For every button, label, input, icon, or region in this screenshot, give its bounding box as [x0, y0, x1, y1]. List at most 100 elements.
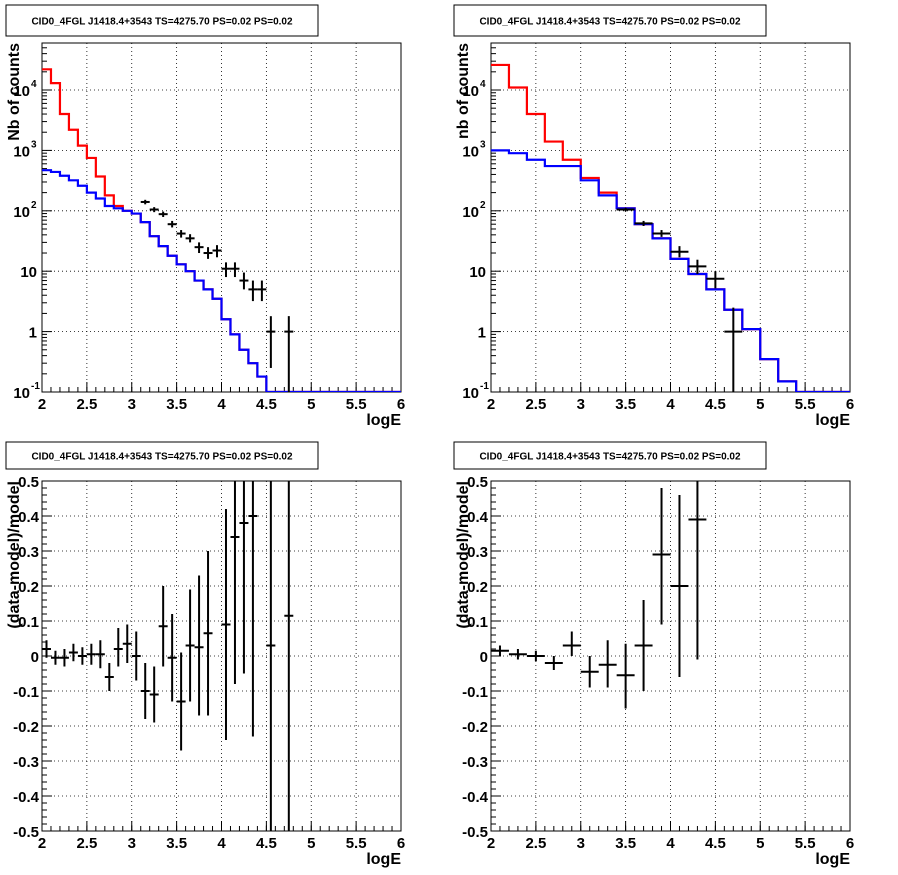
y-tick-label: 1	[29, 325, 37, 342]
data-point	[167, 614, 177, 702]
data-point	[176, 652, 186, 751]
y-tick-label: 0.1	[467, 614, 488, 631]
x-tick-label: 3.5	[166, 835, 187, 852]
data-point	[598, 640, 617, 688]
data-point	[491, 645, 509, 656]
data-point	[257, 280, 267, 302]
chart-title-box	[5, 441, 319, 470]
data-point	[230, 481, 240, 684]
plot-frame	[41, 480, 402, 832]
y-tick-label: -0.3	[462, 754, 488, 771]
data-point	[724, 307, 743, 392]
y-tick-label: 10	[462, 385, 479, 402]
data-point	[266, 316, 276, 368]
y-tick-label: 10	[13, 204, 30, 221]
y-tick-label: 10	[20, 264, 37, 281]
data-point	[652, 488, 671, 625]
data-point	[266, 481, 276, 831]
data-point	[158, 211, 168, 217]
data-point	[221, 509, 231, 740]
y-tick-label: 0.2	[467, 579, 488, 596]
y-tick-label: -0.1	[13, 684, 39, 701]
x-tick-label: 2.5	[76, 396, 97, 413]
data-point	[176, 230, 186, 238]
data-point	[203, 551, 213, 716]
data-point	[616, 207, 635, 212]
data-point	[50, 650, 60, 665]
x-tick-label: 6	[397, 396, 405, 413]
data-point	[544, 656, 563, 670]
y-tick-label: 0.1	[18, 614, 39, 631]
y-tick-label: 0.2	[18, 579, 39, 596]
data-point	[104, 663, 114, 691]
y-tick-label: 0.5	[467, 474, 488, 491]
x-tick-label: 2	[38, 835, 46, 852]
data-point	[167, 220, 177, 228]
y-tick-label: -0.2	[462, 719, 488, 736]
x-axis-title: logE	[815, 851, 850, 868]
y-tick-exponent: 3	[31, 139, 37, 150]
x-tick-label: 4	[217, 835, 226, 852]
x-tick-label: 3.5	[166, 396, 187, 413]
x-tick-label: 2	[487, 835, 495, 852]
data-point	[131, 631, 141, 681]
y-axis-title: (data-model)/model	[455, 481, 472, 629]
x-axis-title: logE	[366, 412, 401, 429]
y-tick-label: 0.4	[467, 509, 489, 526]
data-point	[652, 230, 671, 237]
y-tick-label: 0.3	[18, 544, 39, 561]
histogram-series-2	[491, 149, 850, 392]
plot-frame	[490, 480, 851, 832]
plot-frame	[41, 42, 402, 393]
data-point	[86, 643, 96, 665]
x-tick-label: 4	[666, 396, 675, 413]
chart-title-box	[5, 4, 319, 37]
y-axis-title: Nb of counts	[6, 43, 23, 141]
y-tick-label: 0.5	[18, 474, 39, 491]
x-tick-label: 5	[756, 396, 764, 413]
x-tick-label: 2	[487, 396, 495, 413]
x-tick-label: 2.5	[76, 835, 97, 852]
x-tick-label: 2.5	[525, 396, 546, 413]
x-tick-label: 3.5	[615, 835, 636, 852]
x-tick-label: 5.5	[346, 396, 367, 413]
y-tick-label: -0.4	[13, 789, 40, 806]
x-tick-label: 4.5	[705, 835, 726, 852]
data-point	[158, 586, 168, 667]
data-point	[185, 589, 195, 702]
y-tick-label: 10	[13, 385, 30, 402]
y-tick-label: 0	[480, 649, 488, 666]
chart-title: CID0_4FGL J1418.4+3543 TS=4275.70 PS=0.0…	[31, 17, 293, 28]
histogram-series-2	[42, 169, 401, 392]
data-point	[688, 481, 707, 660]
data-point	[203, 247, 213, 259]
data-point	[239, 272, 249, 290]
data-point	[580, 656, 599, 688]
chart-title: CID0_4FGL J1418.4+3543 TS=4275.70 PS=0.0…	[31, 452, 293, 463]
data-point	[149, 207, 159, 213]
x-tick-label: 6	[846, 835, 854, 852]
chart-title-box	[453, 4, 767, 37]
data-point	[239, 481, 249, 674]
data-point	[149, 666, 159, 723]
y-tick-label: 10	[462, 143, 479, 160]
y-tick-label: 10	[462, 83, 479, 100]
x-tick-label: 3	[128, 835, 136, 852]
x-tick-label: 5	[307, 835, 315, 852]
data-point	[59, 649, 69, 667]
y-tick-exponent: 4	[31, 79, 37, 90]
chart-panel-3: 2 2.5 3 3.5 4 4.5 5 5.5 6 -0.5 -0.4 -0.3 -0.2 -0.1 0 0.…	[5, 441, 405, 868]
x-tick-label: 4.5	[256, 396, 277, 413]
data-point	[140, 199, 150, 205]
x-tick-label: 3	[128, 396, 136, 413]
chart-title: CID0_4FGL J1418.4+3543 TS=4275.70 PS=0.0…	[479, 17, 741, 28]
data-point	[562, 631, 581, 656]
y-tick-label: 10	[462, 204, 479, 221]
data-point	[194, 575, 204, 716]
data-point	[221, 262, 231, 278]
y-tick-label: 10	[13, 143, 30, 160]
y-tick-label: -0.3	[13, 754, 39, 771]
y-tick-label: -0.5	[462, 824, 488, 841]
y-tick-label: 0.4	[18, 509, 40, 526]
